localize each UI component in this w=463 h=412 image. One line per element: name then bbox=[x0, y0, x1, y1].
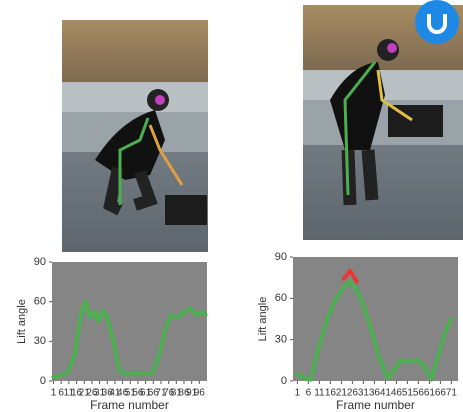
x-tick-label: 96 bbox=[194, 388, 206, 399]
x-tick-label: 1 bbox=[295, 388, 301, 399]
y-tick-label: 90 bbox=[275, 251, 287, 263]
x-tick-label: 26 bbox=[347, 388, 359, 399]
plot-area bbox=[293, 257, 458, 381]
x-tick-label: 66 bbox=[435, 388, 447, 399]
x-tick-label: 31 bbox=[358, 388, 370, 399]
x-tick-label: 1 bbox=[51, 388, 57, 399]
x-tick-label: 41 bbox=[380, 388, 392, 399]
y-tick-label: 30 bbox=[275, 334, 287, 346]
y-axis-label: Lift angle bbox=[16, 299, 28, 344]
y-tick-label: 60 bbox=[34, 296, 46, 308]
y-axis-label: Lift angle bbox=[257, 297, 269, 342]
y-tick-label: 60 bbox=[275, 292, 287, 304]
x-tick-label: 46 bbox=[391, 388, 403, 399]
y-tick-label: 0 bbox=[281, 375, 287, 387]
x-tick-label: 61 bbox=[424, 388, 436, 399]
screenshot: 0306090161116212631364146515661667176818… bbox=[0, 0, 463, 412]
plot-area bbox=[52, 262, 207, 381]
x-tick-label: 71 bbox=[446, 388, 458, 399]
x-tick-label: 56 bbox=[413, 388, 425, 399]
x-tick-label: 16 bbox=[325, 388, 337, 399]
x-axis-label: Frame number bbox=[336, 398, 415, 412]
y-tick-label: 0 bbox=[40, 375, 46, 387]
x-tick-label: 51 bbox=[402, 388, 414, 399]
x-tick-label: 6 bbox=[306, 388, 312, 399]
photo-left bbox=[62, 20, 208, 252]
y-tick-label: 90 bbox=[34, 256, 46, 268]
x-tick-label: 21 bbox=[336, 388, 348, 399]
x-tick-label: 11 bbox=[314, 388, 325, 399]
x-axis-label: Frame number bbox=[90, 398, 169, 412]
y-tick-label: 30 bbox=[34, 335, 46, 347]
photo-right bbox=[303, 0, 463, 240]
page: 0306090161116212631364146515661667176818… bbox=[0, 0, 463, 412]
x-tick-label: 36 bbox=[369, 388, 381, 399]
